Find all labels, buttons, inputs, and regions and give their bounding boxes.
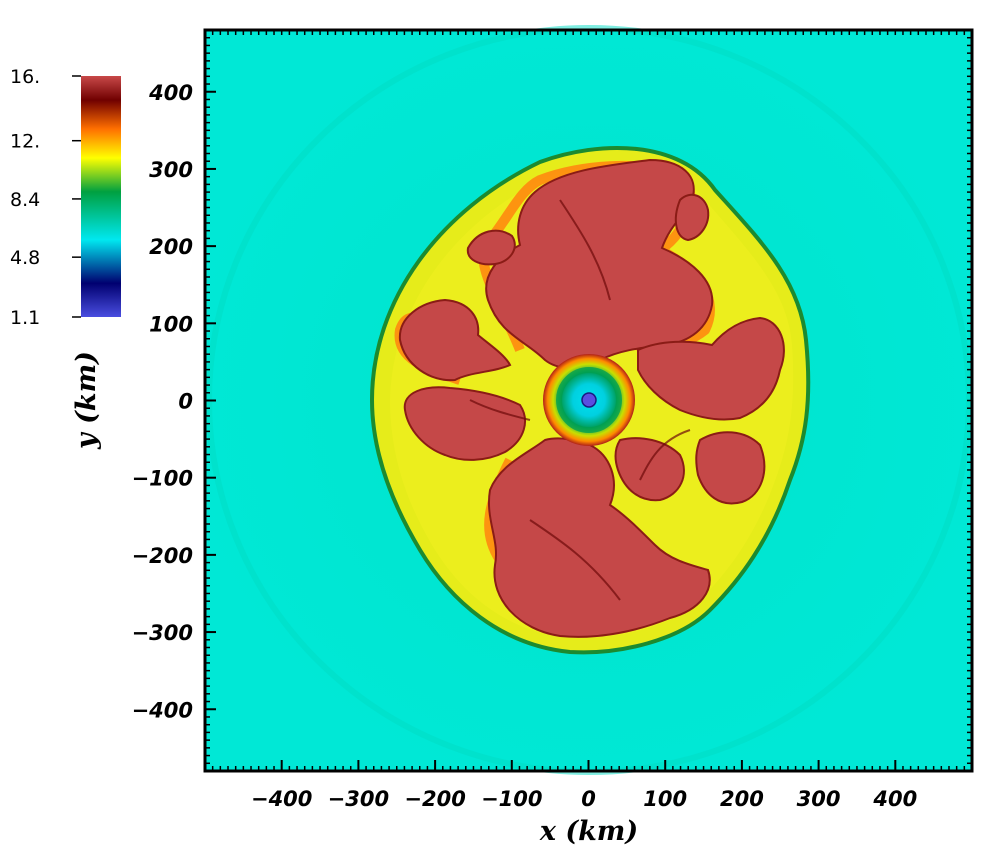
y-tick-label: −200 — [132, 544, 193, 568]
x-tick-label: −200 — [404, 787, 465, 811]
colorbar-gradient — [81, 76, 121, 317]
core-center — [581, 392, 597, 408]
y-tick-label: −400 — [132, 698, 193, 722]
x-tick-label: 100 — [643, 787, 687, 811]
colorbar-tick-label: 12. — [10, 131, 40, 153]
colorbar: 16. 12. 8.4 4.8 1.1 — [10, 66, 121, 329]
colorbar-tick-label: 8.4 — [10, 189, 40, 211]
plume-bottom — [488, 437, 711, 638]
colorbar-tick-label: 4.8 — [10, 247, 40, 269]
x-tick-label: 400 — [872, 787, 917, 811]
y-tick-label: 100 — [149, 312, 193, 336]
colorbar-tick-label: 16. — [10, 66, 40, 88]
y-tick-label: 300 — [149, 158, 193, 182]
major-ticks — [205, 90, 897, 771]
x-tick-label: −300 — [328, 787, 389, 811]
colorbar-tick-label: 1.1 — [10, 307, 40, 329]
y-tick-label: −300 — [132, 621, 193, 645]
plume-right-low — [695, 431, 766, 505]
plume-bottom-right — [614, 437, 685, 502]
y-tick-label: 200 — [149, 235, 193, 259]
plume-right — [637, 316, 785, 421]
plumes — [398, 158, 785, 638]
x-tick-labels: −400 −300 −200 −100 0 100 200 300 400 — [251, 787, 917, 811]
x-axis-label: x (km) — [539, 816, 638, 847]
x-tick-label: −100 — [481, 787, 542, 811]
y-axis-label: y (km) — [71, 351, 102, 450]
x-tick-label: −400 — [251, 787, 312, 811]
x-tick-label: 200 — [720, 787, 764, 811]
core-ring — [556, 367, 622, 433]
colorbar-ticks: 16. 12. 8.4 4.8 1.1 — [10, 66, 81, 329]
y-tick-label: 0 — [178, 390, 193, 414]
filaments — [469, 199, 691, 601]
plume-left-top — [466, 229, 516, 266]
y-tick-label: 400 — [148, 81, 193, 105]
plume-top-right-tip — [674, 193, 710, 242]
plot-area — [205, 25, 972, 775]
y-tick-label: −100 — [132, 467, 193, 491]
x-tick-label: 0 — [581, 787, 596, 811]
y-tick-labels: 400 300 200 100 0 −100 −200 −300 −400 — [132, 81, 193, 723]
plume-left-mid — [403, 386, 526, 461]
x-tick-label: 300 — [797, 787, 841, 811]
minor-ticks — [204, 29, 973, 772]
plume-left — [398, 298, 512, 382]
